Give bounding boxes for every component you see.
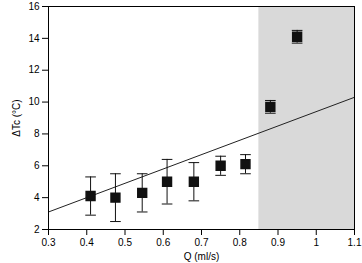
svg-text:16: 16 (28, 1, 40, 12)
svg-text:0.4: 0.4 (80, 237, 94, 248)
svg-text:8: 8 (34, 128, 40, 139)
svg-text:10: 10 (28, 96, 40, 107)
svg-text:0.6: 0.6 (156, 237, 170, 248)
svg-text:0.8: 0.8 (233, 237, 247, 248)
svg-text:0.5: 0.5 (118, 237, 132, 248)
svg-text:6: 6 (34, 160, 40, 171)
svg-text:12: 12 (28, 64, 40, 75)
svg-text:14: 14 (28, 33, 40, 44)
svg-text:0.3: 0.3 (42, 237, 56, 248)
svg-text:ΔTc (°C): ΔTc (°C) (11, 99, 22, 136)
svg-text:1: 1 (313, 237, 319, 248)
svg-text:2: 2 (34, 224, 40, 235)
svg-text:0.9: 0.9 (271, 237, 285, 248)
svg-text:0.7: 0.7 (195, 237, 209, 248)
svg-text:1.1: 1.1 (348, 237, 362, 248)
svg-text:Q (ml/s): Q (ml/s) (184, 251, 220, 262)
svg-text:4: 4 (34, 192, 40, 203)
